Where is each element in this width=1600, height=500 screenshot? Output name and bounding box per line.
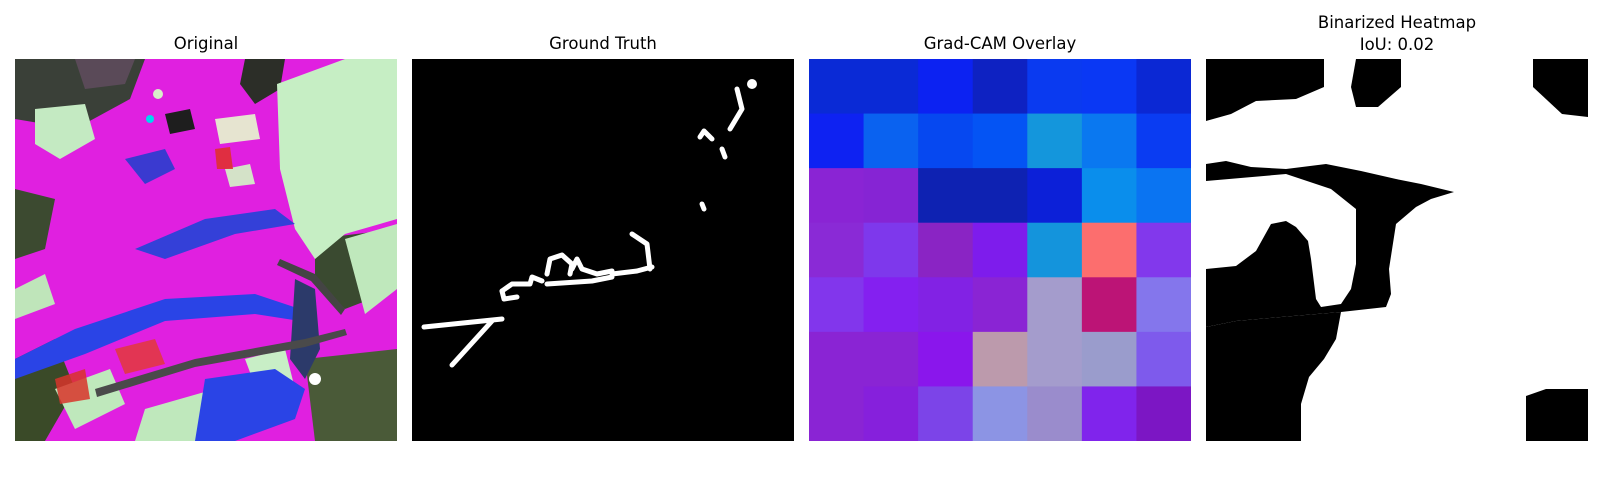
- heatmap-cell-3-2: [918, 222, 974, 278]
- heatmap-cell-6-2: [918, 386, 974, 441]
- binarized-mask: [1206, 59, 1588, 441]
- heatmap-cell-5-6: [1136, 331, 1191, 387]
- original-title: Original: [173, 34, 239, 53]
- heatmap-cell-3-1: [863, 222, 919, 278]
- heatmap-cell-6-5: [1081, 386, 1137, 441]
- heatmap-cell-2-3: [972, 168, 1028, 224]
- heatmap-cell-2-4: [1027, 168, 1083, 224]
- heatmap-cell-1-5: [1081, 113, 1137, 169]
- gradcam-panel: Grad-CAM Overlay: [809, 0, 1191, 500]
- heatmap-cell-1-1: [863, 113, 919, 169]
- heatmap-cell-5-4: [1027, 331, 1083, 387]
- heatmap-cell-0-2: [918, 59, 974, 115]
- heatmap-cell-0-3: [972, 59, 1028, 115]
- ground-truth-title: Ground Truth: [549, 34, 657, 53]
- heatmap-cell-0-4: [1027, 59, 1083, 115]
- heatmap-cell-1-0: [809, 113, 865, 169]
- original-panel: Original: [15, 0, 397, 500]
- heatmap-cell-2-2: [918, 168, 974, 224]
- heatmap-cell-1-4: [1027, 113, 1083, 169]
- heatmap-cell-5-0: [809, 331, 865, 387]
- heatmap-cell-5-2: [918, 331, 974, 387]
- heatmap-cell-1-2: [918, 113, 974, 169]
- heatmap-cell-4-4: [1027, 277, 1083, 333]
- heatmap-cell-5-1: [863, 331, 919, 387]
- heatmap-cell-6-4: [1027, 386, 1083, 441]
- original-image: [15, 59, 397, 441]
- heatmap-cell-0-0: [809, 59, 865, 115]
- heatmap-cell-0-5: [1081, 59, 1137, 115]
- heatmap-cell-3-0: [809, 222, 865, 278]
- heatmap-cell-4-1: [863, 277, 919, 333]
- heatmap-cell-3-3: [972, 222, 1028, 278]
- heatmap-cell-6-6: [1136, 386, 1191, 441]
- iou-label: IoU: 0.02: [1359, 35, 1435, 54]
- heatmap-cell-5-3: [972, 331, 1028, 387]
- heatmap-cell-3-6: [1136, 222, 1191, 278]
- binarized-title: Binarized Heatmap: [1317, 13, 1477, 32]
- ground-truth-panel: Ground Truth: [412, 0, 794, 500]
- heatmap-cell-4-3: [972, 277, 1028, 333]
- heatmap-cell-6-0: [809, 386, 865, 441]
- heatmap-cell-4-5: [1081, 277, 1137, 333]
- ground-truth-mask: [412, 59, 794, 441]
- heatmap-cell-4-0: [809, 277, 865, 333]
- heatmap-cell-0-1: [863, 59, 919, 115]
- heatmap-cell-1-6: [1136, 113, 1191, 169]
- heatmap-cell-1-3: [972, 113, 1028, 169]
- heatmap-cell-2-6: [1136, 168, 1191, 224]
- heatmap-cell-2-0: [809, 168, 865, 224]
- heatmap-cell-4-2: [918, 277, 974, 333]
- heatmap-cell-3-5: [1081, 222, 1137, 278]
- heatmap-cell-5-5: [1081, 331, 1137, 387]
- heatmap-cell-6-1: [863, 386, 919, 441]
- gradcam-heatmap: [809, 59, 1191, 441]
- gradcam-title: Grad-CAM Overlay: [923, 34, 1077, 53]
- heatmap-cell-3-4: [1027, 222, 1083, 278]
- heatmap-cell-2-1: [863, 168, 919, 224]
- heatmap-cell-0-6: [1136, 59, 1191, 115]
- binarized-panel: Binarized Heatmap IoU: 0.02: [1206, 0, 1588, 500]
- heatmap-cell-4-6: [1136, 277, 1191, 333]
- heatmap-cell-6-3: [972, 386, 1028, 441]
- heatmap-cell-2-5: [1081, 168, 1137, 224]
